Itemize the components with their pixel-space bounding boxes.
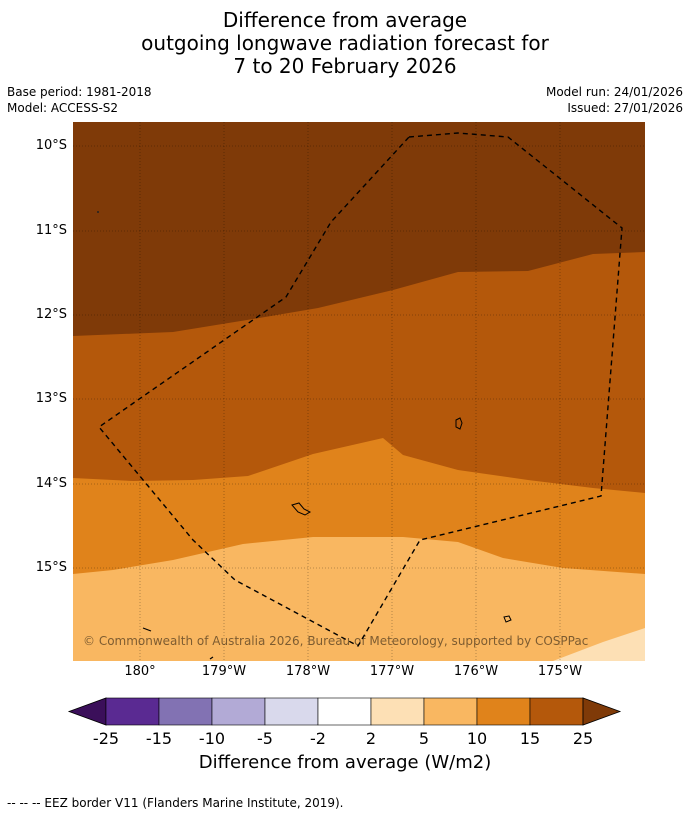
eez-legend: -- -- -- EEZ border V11 (Flanders Marine… [7, 796, 344, 810]
colorbar-segment [158, 697, 213, 726]
colorbar-label: -5 [257, 729, 273, 748]
island-dot [97, 211, 99, 213]
eez-border [97, 132, 623, 647]
colorbar-label: 15 [519, 729, 541, 748]
colorbar-label: 25 [572, 729, 594, 748]
lat-label: 15°S [35, 560, 67, 575]
title-line-2: outgoing longwave radiation forecast for [141, 31, 549, 55]
colorbar-segment [370, 697, 425, 726]
lat-label: 12°S [35, 307, 67, 322]
lon-label: 178°W [285, 664, 331, 679]
island-4 [142, 627, 152, 632]
base-period: Base period: 1981-2018 [7, 85, 152, 99]
lat-label: 11°S [35, 223, 67, 238]
colorbar-segment [423, 697, 478, 726]
lon-label: 179°W [201, 664, 247, 679]
colorbar-label: 10 [466, 729, 488, 748]
colorbar-label: -2 [310, 729, 326, 748]
lat-label: 10°S [35, 138, 67, 153]
island-1 [455, 417, 463, 430]
issued-date: Issued: 27/01/2026 [567, 101, 683, 115]
band-neg2-2 [553, 628, 645, 661]
colorbar-low-extend [67, 697, 107, 726]
lat-label: 13°S [35, 391, 67, 406]
island-2 [291, 502, 312, 516]
colorbar-high-extend [582, 697, 622, 726]
lat-label: 14°S [35, 476, 67, 491]
colorbar-title: Difference from average (W/m2) [198, 752, 492, 773]
band-2-5 [73, 537, 645, 661]
lon-label: 180° [124, 664, 156, 679]
colorbar-segment [529, 697, 584, 726]
island-3 [503, 615, 512, 623]
colorbar-label: -10 [198, 729, 226, 748]
lon-label: 176°W [453, 664, 499, 679]
colorbar-segment [264, 697, 319, 726]
colorbar-segment [211, 697, 266, 726]
model-run: Model run: 24/01/2026 [545, 85, 683, 99]
island-5 [209, 656, 214, 660]
map-plot: © Commonwealth of Australia 2026, Bureau… [73, 122, 645, 661]
colorbar-label: 5 [418, 729, 430, 748]
title-line-1: Difference from average [222, 8, 468, 32]
colorbar-segment [105, 697, 160, 726]
lon-label: 177°W [369, 664, 415, 679]
colorbar-label: 2 [365, 729, 377, 748]
colorbar-label: -25 [92, 729, 120, 748]
model-name: Model: ACCESS-S2 [7, 101, 119, 115]
colorbar-segment [317, 697, 372, 726]
copyright-text: © Commonwealth of Australia 2026, Bureau… [83, 634, 588, 648]
colorbar-label: -15 [145, 729, 173, 748]
title-line-3: 7 to 20 February 2026 [233, 54, 457, 78]
colorbar [67, 697, 622, 726]
gridlines [73, 122, 645, 661]
lon-label: 175°W [537, 664, 583, 679]
colorbar-segment [476, 697, 531, 726]
